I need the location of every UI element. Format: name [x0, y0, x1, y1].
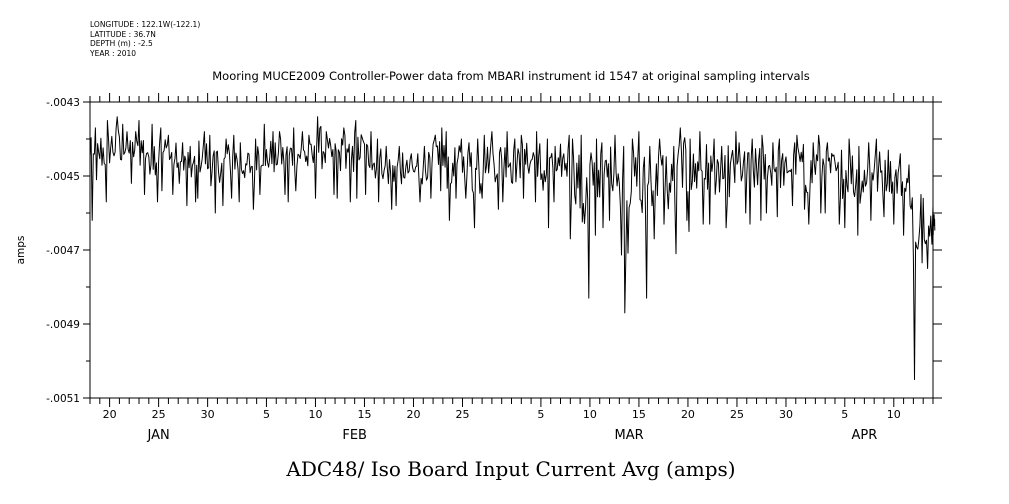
month-label: JAN	[146, 428, 169, 443]
x-tick-label: 25	[152, 408, 166, 421]
y-tick-label: -.0045	[46, 171, 80, 183]
x-tick-label: 5	[537, 408, 544, 421]
label-layer: -.0043 -.0045 -.0047 -.0049 -.0051 20 25 30 5 10 1…	[46, 97, 901, 443]
month-label: APR	[852, 428, 878, 443]
longitude-text: LONGITUDE : 122.1W(-122.1)	[90, 20, 201, 29]
tick-layer	[83, 93, 942, 407]
x-tick-label: 10	[887, 408, 901, 421]
x-tick-label: 25	[455, 408, 469, 421]
depth-text: DEPTH (m) : -2.5	[90, 39, 153, 49]
x-tick-label: 20	[406, 408, 420, 421]
x-tick-label: 10	[583, 408, 597, 421]
y-tick-label: -.0043	[46, 97, 80, 109]
series-layer	[89, 116, 936, 380]
x-tick-label: 10	[308, 408, 322, 421]
y-tick-label: -.0049	[46, 319, 80, 331]
month-label: MAR	[615, 428, 644, 443]
y-tick-label: -.0047	[46, 245, 80, 257]
x-tick-label: 15	[357, 408, 371, 421]
x-tick-label: 20	[103, 408, 117, 421]
x-tick-label: 30	[779, 408, 793, 421]
plot-frame	[89, 101, 934, 399]
month-label: FEB	[342, 428, 367, 443]
chart-title: Mooring MUCE2009 Controller-Power data f…	[212, 69, 809, 83]
x-axis-label: ADC48/ Iso Board Input Current Avg (amps…	[285, 457, 735, 481]
x-tick-label: 25	[730, 408, 744, 421]
y-tick-label: -.0051	[46, 393, 80, 405]
x-tick-label: 5	[841, 408, 848, 421]
x-tick-label: 5	[263, 408, 270, 421]
data-series-line	[89, 116, 936, 380]
x-tick-label: 20	[681, 408, 695, 421]
metadata-block: LONGITUDE : 122.1W(-122.1) LATITUDE : 36.…	[90, 20, 200, 58]
x-tick-label: 15	[632, 408, 646, 421]
latitude-text: LATITUDE : 36.7N	[90, 29, 156, 39]
x-tick-label: 30	[201, 408, 215, 421]
year-text: YEAR : 2010	[90, 48, 137, 58]
y-axis-label: amps	[15, 236, 27, 265]
